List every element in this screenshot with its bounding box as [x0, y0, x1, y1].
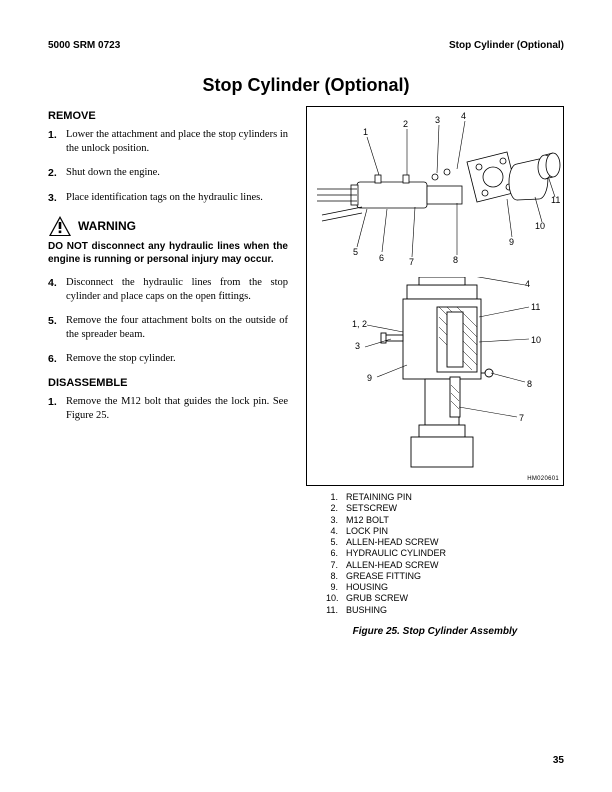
- disassemble-steps-list: Remove the M12 bolt that guides the lock…: [48, 395, 288, 423]
- part-number: 8.: [326, 571, 346, 582]
- parts-list-item: 5.ALLEN-HEAD SCREW: [326, 537, 564, 548]
- parts-list-item: 6.HYDRAULIC CYLINDER: [326, 548, 564, 559]
- parts-list-item: 10.GRUB SCREW: [326, 593, 564, 604]
- callout-label: 10: [531, 335, 541, 345]
- left-column: REMOVE Lower the attachment and place th…: [48, 106, 288, 637]
- list-item: Shut down the engine.: [48, 166, 288, 180]
- callout-label: 11: [551, 195, 560, 205]
- content-columns: REMOVE Lower the attachment and place th…: [48, 106, 564, 637]
- warning-block: WARNING DO NOT disconnect any hydraulic …: [48, 215, 288, 266]
- parts-list-item: 4.LOCK PIN: [326, 526, 564, 537]
- page-number: 35: [553, 755, 564, 766]
- part-number: 5.: [326, 537, 346, 548]
- parts-list-item: 7.ALLEN-HEAD SCREW: [326, 560, 564, 571]
- list-item: Disconnect the hydraulic lines from the …: [48, 276, 288, 304]
- callout-label: 4: [461, 111, 466, 121]
- figure-caption: Figure 25. Stop Cylinder Assembly: [306, 626, 564, 637]
- callout-label: 7: [409, 257, 414, 267]
- figure-id-label: HM020601: [527, 476, 559, 482]
- parts-list-item: 1.RETAINING PIN: [326, 492, 564, 503]
- warning-label: WARNING: [78, 219, 136, 233]
- callout-label: 10: [535, 221, 545, 231]
- header-right: Stop Cylinder (Optional): [449, 40, 564, 51]
- callout-label: 3: [355, 341, 360, 351]
- list-item: Lower the attachment and place the stop …: [48, 128, 288, 156]
- part-number: 7.: [326, 560, 346, 571]
- callout-label: 5: [353, 247, 358, 257]
- callout-label: 1, 2: [352, 319, 367, 329]
- callout-label: 4: [525, 279, 530, 289]
- callout-label: 8: [527, 379, 532, 389]
- right-column: 1 2 3 4 5 6 7 8 9 10 11: [306, 106, 564, 637]
- part-label: LOCK PIN: [346, 526, 388, 537]
- part-number: 10.: [326, 593, 346, 604]
- cross-section-diagram-icon: [307, 277, 564, 486]
- callout-label: 6: [379, 253, 384, 263]
- part-label: ALLEN-HEAD SCREW: [346, 560, 439, 571]
- list-item: Place identification tags on the hydraul…: [48, 191, 288, 205]
- callout-label: 9: [509, 237, 514, 247]
- part-label: BUSHING: [346, 605, 387, 616]
- callout-label: 2: [403, 119, 408, 129]
- exploded-diagram-icon: [307, 107, 564, 277]
- part-number: 1.: [326, 492, 346, 503]
- warning-header: WARNING: [48, 215, 288, 237]
- figure-frame: 1 2 3 4 5 6 7 8 9 10 11: [306, 106, 564, 486]
- part-label: GRUB SCREW: [346, 593, 408, 604]
- part-number: 4.: [326, 526, 346, 537]
- parts-list-item: 11.BUSHING: [326, 605, 564, 616]
- header-left: 5000 SRM 0723: [48, 40, 120, 51]
- part-number: 6.: [326, 548, 346, 559]
- remove-steps-list-a: Lower the attachment and place the stop …: [48, 128, 288, 205]
- parts-list-item: 2.SETSCREW: [326, 503, 564, 514]
- part-number: 9.: [326, 582, 346, 593]
- parts-list-item: 9.HOUSING: [326, 582, 564, 593]
- callout-label: 1: [363, 127, 368, 137]
- page-header: 5000 SRM 0723 Stop Cylinder (Optional): [48, 40, 564, 51]
- callout-label: 3: [435, 115, 440, 125]
- part-label: HYDRAULIC CYLINDER: [346, 548, 446, 559]
- part-label: SETSCREW: [346, 503, 397, 514]
- list-item: Remove the four attachment bolts on the …: [48, 314, 288, 342]
- part-number: 2.: [326, 503, 346, 514]
- remove-heading: REMOVE: [48, 110, 288, 122]
- remove-steps-list-b: Disconnect the hydraulic lines from the …: [48, 276, 288, 367]
- callout-label: 7: [519, 413, 524, 423]
- page-title: Stop Cylinder (Optional): [48, 75, 564, 96]
- parts-list-item: 8.GREASE FITTING: [326, 571, 564, 582]
- callout-label: 8: [453, 255, 458, 265]
- part-number: 11.: [326, 605, 346, 616]
- parts-list-item: 3.M12 BOLT: [326, 515, 564, 526]
- callout-label: 9: [367, 373, 372, 383]
- part-label: ALLEN-HEAD SCREW: [346, 537, 439, 548]
- callout-label: 11: [531, 302, 540, 312]
- warning-text: DO NOT disconnect any hydraulic lines wh…: [48, 240, 288, 266]
- list-item: Remove the M12 bolt that guides the lock…: [48, 395, 288, 423]
- part-label: M12 BOLT: [346, 515, 389, 526]
- part-label: GREASE FITTING: [346, 571, 421, 582]
- disassemble-heading: DISASSEMBLE: [48, 377, 288, 389]
- part-label: RETAINING PIN: [346, 492, 412, 503]
- part-number: 3.: [326, 515, 346, 526]
- warning-triangle-icon: [48, 215, 72, 237]
- part-label: HOUSING: [346, 582, 388, 593]
- parts-list: 1.RETAINING PIN 2.SETSCREW 3.M12 BOLT 4.…: [306, 492, 564, 616]
- list-item: Remove the stop cylinder.: [48, 352, 288, 366]
